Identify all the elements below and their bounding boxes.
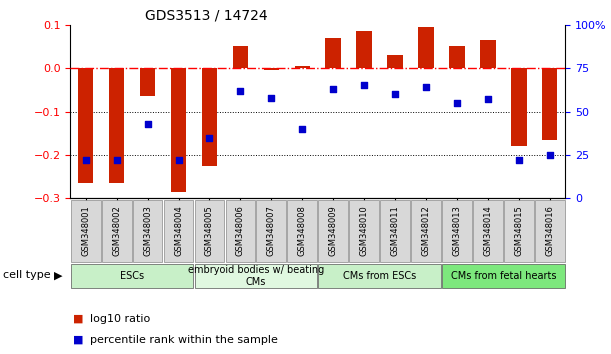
FancyBboxPatch shape — [473, 200, 503, 262]
Bar — [449, 46, 464, 68]
FancyBboxPatch shape — [411, 200, 441, 262]
Bar — [78, 68, 93, 183]
FancyBboxPatch shape — [71, 200, 101, 262]
Bar — [326, 38, 341, 68]
Point — [174, 157, 183, 163]
Point — [81, 157, 90, 163]
Point — [390, 91, 400, 97]
FancyBboxPatch shape — [287, 200, 317, 262]
Text: ESCs: ESCs — [120, 271, 144, 281]
FancyBboxPatch shape — [164, 200, 193, 262]
Text: ■: ■ — [73, 335, 84, 345]
FancyBboxPatch shape — [442, 200, 472, 262]
Text: percentile rank within the sample: percentile rank within the sample — [90, 335, 278, 345]
Point — [266, 95, 276, 101]
FancyBboxPatch shape — [257, 200, 286, 262]
Text: GSM348015: GSM348015 — [514, 206, 523, 256]
Text: GSM348016: GSM348016 — [545, 206, 554, 256]
Text: CMs from fetal hearts: CMs from fetal hearts — [450, 271, 556, 281]
Text: GSM348004: GSM348004 — [174, 206, 183, 256]
Point — [483, 97, 492, 102]
FancyBboxPatch shape — [504, 200, 533, 262]
FancyBboxPatch shape — [442, 264, 565, 288]
Text: GSM348014: GSM348014 — [483, 206, 492, 256]
Text: GDS3513 / 14724: GDS3513 / 14724 — [145, 8, 267, 22]
Point — [235, 88, 245, 93]
Bar — [542, 68, 557, 140]
Bar — [356, 31, 372, 68]
Point — [421, 84, 431, 90]
Text: log10 ratio: log10 ratio — [90, 314, 151, 324]
Bar — [171, 68, 186, 192]
Point — [514, 157, 524, 163]
Text: GSM348007: GSM348007 — [267, 206, 276, 256]
Point — [545, 152, 555, 158]
FancyBboxPatch shape — [71, 264, 193, 288]
Bar — [263, 68, 279, 70]
Point — [143, 121, 153, 126]
Text: GSM348003: GSM348003 — [143, 206, 152, 256]
FancyBboxPatch shape — [535, 200, 565, 262]
Text: GSM348005: GSM348005 — [205, 206, 214, 256]
Point — [112, 157, 122, 163]
Bar — [233, 46, 248, 68]
Text: ■: ■ — [73, 314, 84, 324]
Bar — [511, 68, 527, 146]
Text: GSM348012: GSM348012 — [422, 206, 431, 256]
Point — [452, 100, 462, 105]
Point — [298, 126, 307, 132]
Bar — [480, 40, 496, 68]
Text: ▶: ▶ — [54, 270, 62, 280]
Text: GSM348009: GSM348009 — [329, 206, 338, 256]
FancyBboxPatch shape — [102, 200, 131, 262]
Text: embryoid bodies w/ beating
CMs: embryoid bodies w/ beating CMs — [188, 265, 324, 287]
Point — [359, 82, 369, 88]
Bar — [109, 68, 125, 183]
Text: cell type: cell type — [3, 270, 51, 280]
FancyBboxPatch shape — [349, 200, 379, 262]
Text: GSM348011: GSM348011 — [390, 206, 400, 256]
Text: GSM348006: GSM348006 — [236, 206, 245, 256]
Text: GSM348013: GSM348013 — [452, 206, 461, 256]
Text: GSM348002: GSM348002 — [112, 206, 121, 256]
FancyBboxPatch shape — [318, 200, 348, 262]
Text: GSM348001: GSM348001 — [81, 206, 90, 256]
Text: GSM348010: GSM348010 — [360, 206, 368, 256]
Bar — [140, 68, 155, 96]
FancyBboxPatch shape — [133, 200, 163, 262]
Point — [205, 135, 214, 140]
Text: CMs from ESCs: CMs from ESCs — [343, 271, 416, 281]
FancyBboxPatch shape — [225, 200, 255, 262]
Bar — [295, 66, 310, 68]
Bar — [387, 55, 403, 68]
Bar — [202, 68, 217, 166]
Text: GSM348008: GSM348008 — [298, 206, 307, 256]
FancyBboxPatch shape — [195, 200, 224, 262]
FancyBboxPatch shape — [380, 200, 410, 262]
Point — [328, 86, 338, 92]
Bar — [419, 27, 434, 68]
FancyBboxPatch shape — [318, 264, 441, 288]
FancyBboxPatch shape — [195, 264, 317, 288]
